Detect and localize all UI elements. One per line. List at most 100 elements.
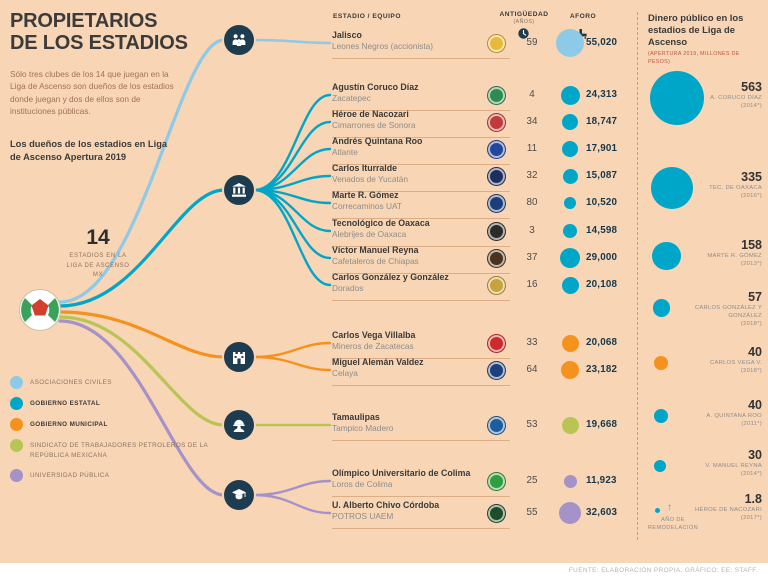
legend-item: ASOCIACIONES CIVILES bbox=[10, 376, 220, 389]
stadium-row: Agustín Coruco Díaz Zacatepec 4 24,313 bbox=[332, 82, 632, 111]
capacity-value: 32,603 bbox=[586, 507, 618, 518]
money-remodel-year: (2016*) bbox=[740, 192, 762, 199]
team-crest-icon bbox=[487, 194, 506, 213]
capacity-value: 10,520 bbox=[586, 197, 618, 208]
stadium-name: Héroe de Nacozari bbox=[332, 109, 409, 119]
column-header-capacity: AFORO bbox=[569, 13, 597, 20]
column-header-age-label: ANTIGÜEDAD bbox=[499, 11, 549, 18]
stadium-row: Héroe de Nacozari Cimarrones de Sonora 3… bbox=[332, 109, 632, 138]
team-name: Cafetaleros de Chiapas bbox=[332, 256, 419, 266]
stadium-row: Tecnológico de Oaxaca Alebrijes de Oaxac… bbox=[332, 218, 632, 247]
money-stadium-name: A. CORUCO DÍAZ bbox=[710, 95, 762, 101]
page-title-line1: PROPIETARIOS bbox=[10, 10, 158, 32]
money-panel-title: Dinero público en los estadios de Liga d… bbox=[648, 12, 744, 47]
stadium-row: Miguel Alemán Valdez Celaya 64 23,182 bbox=[332, 357, 632, 386]
team-name: Mineros de Zacatecas bbox=[332, 341, 414, 351]
team-crest-icon bbox=[487, 416, 506, 435]
intro-text: Sólo tres clubes de los 14 que juegan en… bbox=[10, 69, 174, 117]
stadium-name: Marte R. Gómez bbox=[332, 190, 399, 200]
stadium-row: Tamaulipas Tampico Madero 53 19,668 bbox=[332, 412, 632, 441]
capacity-value: 14,598 bbox=[586, 225, 618, 236]
team-crest-icon bbox=[487, 504, 506, 523]
money-entry: 40 A. QUINTANA ROO (2011*) bbox=[640, 398, 762, 427]
team-name: Correcaminos UAT bbox=[332, 201, 402, 211]
money-entry: 30 V. MANUEL REYNA (2014*) bbox=[640, 448, 762, 477]
capacity-value: 11,923 bbox=[586, 475, 617, 486]
team-name: Leones Negros (accionista) bbox=[332, 41, 433, 51]
source-credit: FUENTE: ELABORACIÓN PROPIA. GRÁFICO: EE:… bbox=[568, 567, 758, 574]
team-crest-icon bbox=[487, 222, 506, 241]
team-name: Zacatepec bbox=[332, 93, 371, 103]
stadium-age-value: 25 bbox=[526, 475, 538, 486]
legend-color-dot bbox=[10, 418, 23, 431]
capacity-bubble bbox=[561, 276, 579, 294]
money-remodel-year: (2018*) bbox=[740, 320, 762, 327]
team-crest-icon bbox=[487, 472, 506, 491]
money-value: 335 bbox=[741, 170, 762, 184]
stadium-name: U. Alberto Chivo Córdoba bbox=[332, 500, 440, 510]
team-crest-icon bbox=[487, 249, 506, 268]
stadium-age-value: 3 bbox=[529, 225, 535, 236]
column-header-stadium: ESTADIO / EQUIPO bbox=[333, 13, 401, 20]
capacity-value: 20,068 bbox=[586, 337, 618, 348]
stadium-count-value: 14 bbox=[86, 226, 110, 249]
team-name: Celaya bbox=[332, 368, 358, 378]
legend-item: UNIVERSIDAD PÚBLICA bbox=[10, 468, 220, 482]
team-name: Cimarrones de Sonora bbox=[332, 120, 416, 130]
stadium-count-label: ESTADIOS EN LA LIGA DE ASCENSO MX bbox=[66, 253, 130, 279]
money-value: 158 bbox=[741, 238, 762, 252]
stadium-age-value: 53 bbox=[526, 419, 538, 430]
stadium-row: Carlos Iturralde Venados de Yucatán 32 1… bbox=[332, 163, 632, 192]
stadium-age-value: 16 bbox=[526, 279, 538, 290]
stadium-age-value: 33 bbox=[526, 337, 538, 348]
stadium-row: U. Alberto Chivo Córdoba POTROS UAEM 55 … bbox=[332, 500, 632, 529]
money-bubble bbox=[653, 299, 671, 317]
page-title-line2: DE LOS ESTADIOS bbox=[10, 32, 188, 55]
money-entry: 563 A. CORUCO DÍAZ (2014*) bbox=[640, 70, 762, 126]
money-stadium-name: MARTE R. GÓMEZ bbox=[707, 253, 762, 259]
legend-item: GOBIERNO ESTATAL bbox=[10, 397, 220, 410]
team-crest-icon bbox=[487, 113, 506, 132]
capacity-value: 15,087 bbox=[586, 170, 618, 181]
capacity-bubble bbox=[559, 502, 581, 524]
column-header-age-sub: (AÑOS) bbox=[513, 19, 535, 25]
money-remodel-year: (2011*) bbox=[741, 420, 762, 427]
money-stadium-name: CARLOS VEGA V. bbox=[710, 360, 762, 366]
money-entry: 335 TEC. DE OAXACA (2016*) bbox=[640, 167, 762, 209]
stadium-name: Miguel Alemán Valdez bbox=[332, 357, 424, 367]
row-separator bbox=[332, 300, 510, 301]
stadium-name: Jalisco bbox=[332, 30, 362, 40]
capacity-bubble bbox=[562, 141, 578, 157]
legend-item: GOBIERNO MUNICIPAL bbox=[10, 418, 220, 431]
liga-ascenso-ball-icon bbox=[18, 288, 62, 332]
stadium-name: Víctor Manuel Reyna bbox=[332, 245, 419, 255]
team-crest-icon bbox=[487, 167, 506, 186]
money-bubble bbox=[653, 408, 668, 424]
money-panel-subtitle: (APERTURA 2019, MILLONES DE PESOS) bbox=[648, 51, 740, 66]
stadium-age-value: 4 bbox=[529, 89, 535, 100]
stadium-age-value: 64 bbox=[526, 364, 538, 375]
capacity-value: 20,108 bbox=[586, 279, 618, 290]
chart-subtitle: Los dueños de los estadios en Liga de As… bbox=[10, 139, 168, 162]
money-bubble bbox=[654, 507, 660, 513]
money-value: 40 bbox=[748, 345, 762, 359]
row-separator bbox=[332, 496, 510, 497]
capacity-value: 19,668 bbox=[586, 419, 618, 430]
money-bubble bbox=[649, 70, 704, 126]
legend-label: SINDICATO DE TRABAJADORES PETROLEROS DE … bbox=[30, 442, 208, 459]
civil-association-node-family-icon bbox=[224, 25, 254, 55]
stadium-name: Tamaulipas bbox=[332, 412, 380, 422]
capacity-value: 24,313 bbox=[586, 89, 618, 100]
legend-label: ASOCIACIONES CIVILES bbox=[30, 379, 112, 386]
footer-bar: FUENTE: ELABORACIÓN PROPIA. GRÁFICO: EE:… bbox=[0, 563, 768, 578]
row-separator bbox=[332, 440, 510, 441]
team-name: Alebrijes de Oaxaca bbox=[332, 229, 407, 239]
stadium-name: Tecnológico de Oaxaca bbox=[332, 218, 430, 228]
page-title: PROPIETARIOS DE LOS ESTADIOS bbox=[10, 10, 188, 55]
legend-color-dot bbox=[10, 439, 23, 452]
legend-color-dot bbox=[10, 468, 23, 482]
stadium-age-value: 59 bbox=[526, 37, 538, 48]
stadium-age-value: 11 bbox=[526, 143, 538, 154]
